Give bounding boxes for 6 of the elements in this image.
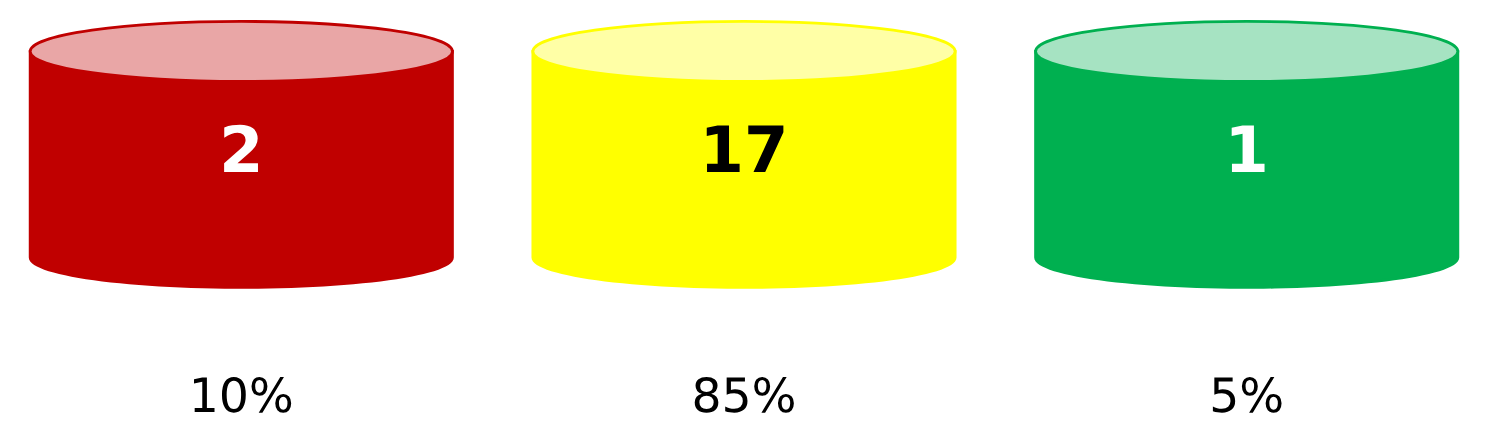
data-label: 1 xyxy=(1231,125,1265,173)
data-label: 17 xyxy=(706,125,784,173)
text: 85% xyxy=(694,376,794,413)
text: 10% xyxy=(194,376,292,413)
data-label: 2 xyxy=(224,124,258,173)
text: 5% xyxy=(1212,376,1282,413)
